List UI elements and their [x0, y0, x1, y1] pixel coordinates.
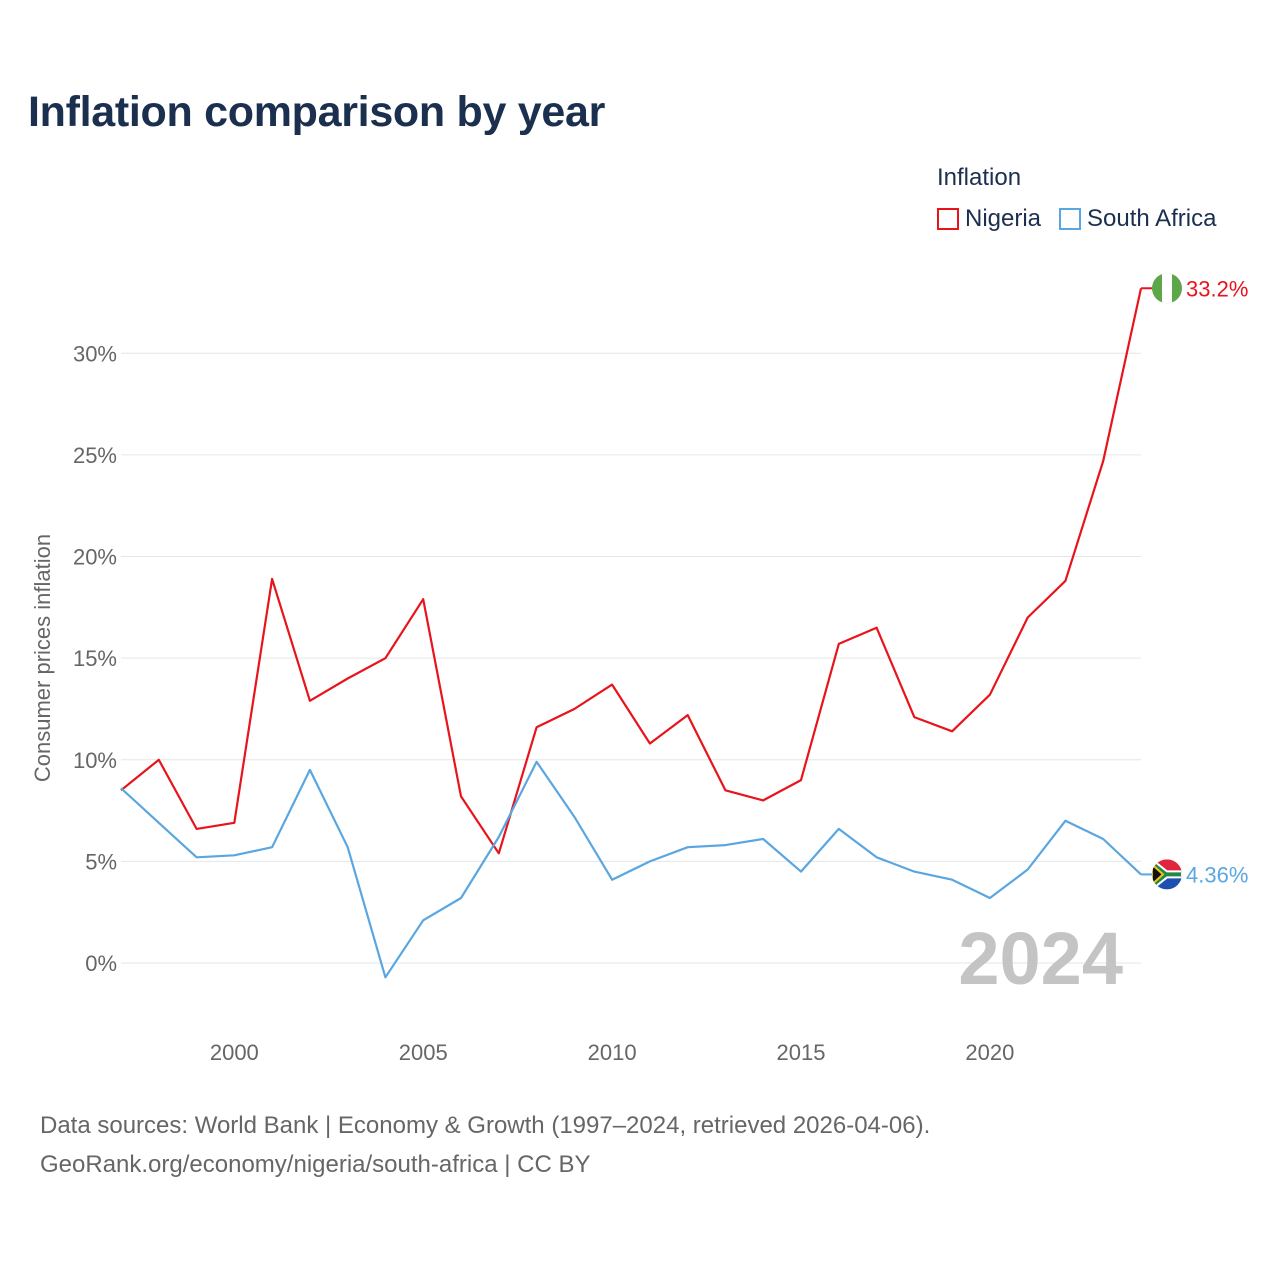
y-tick-label: 0% [85, 951, 117, 976]
x-tick-label: 2015 [777, 1040, 826, 1065]
chart-title: Inflation comparison by year [28, 88, 606, 136]
end-label-nigeria: 33.2% [1186, 276, 1248, 301]
y-axis-label: Consumer prices inflation [30, 534, 55, 782]
x-tick-label: 2000 [210, 1040, 259, 1065]
end-label-south-africa: 4.36% [1186, 862, 1248, 887]
series-lines [120, 288, 1143, 979]
series-line-south-africa [120, 760, 1142, 979]
series-line-nigeria [120, 288, 1143, 855]
legend-swatch-nigeria [937, 208, 959, 230]
y-tick-label: 10% [73, 748, 117, 773]
x-tick-label: 2005 [399, 1040, 448, 1065]
legend-item-nigeria[interactable]: Nigeria [937, 205, 1041, 233]
flag-south-africa-icon [1152, 859, 1182, 890]
source-line-1: Data sources: World Bank | Economy & Gro… [40, 1112, 931, 1139]
legend: Nigeria South Africa [937, 205, 1234, 233]
legend-label-nigeria: Nigeria [965, 205, 1042, 232]
year-watermark: 2024 [958, 917, 1123, 1000]
x-tick-label: 2010 [588, 1040, 637, 1065]
y-tick-label: 30% [73, 341, 117, 366]
y-axis-ticks: 0% 5% 10% 15% 20% 25% 30% [73, 341, 117, 976]
legend-label-south-africa: South Africa [1087, 205, 1217, 232]
y-tick-label: 25% [73, 443, 117, 468]
legend-title: Inflation [937, 164, 1022, 191]
legend-item-south-africa[interactable]: South Africa [1059, 205, 1216, 233]
end-markers: 33.2% 4.36% [1141, 273, 1248, 890]
source-line-2[interactable]: GeoRank.org/economy/nigeria/south-africa… [40, 1151, 591, 1178]
grid-lines [121, 352, 1141, 964]
y-tick-label: 20% [73, 545, 117, 570]
y-tick-label: 5% [85, 849, 117, 874]
source-note: Data sources: World Bank | Economy & Gro… [40, 1106, 930, 1184]
flag-nigeria-icon [1152, 273, 1182, 304]
x-axis-ticks: 2000 2005 2010 2015 2020 [210, 1040, 1015, 1065]
x-tick-label: 2020 [965, 1040, 1014, 1065]
legend-swatch-south-africa [1059, 208, 1082, 230]
y-tick-label: 15% [73, 646, 117, 671]
